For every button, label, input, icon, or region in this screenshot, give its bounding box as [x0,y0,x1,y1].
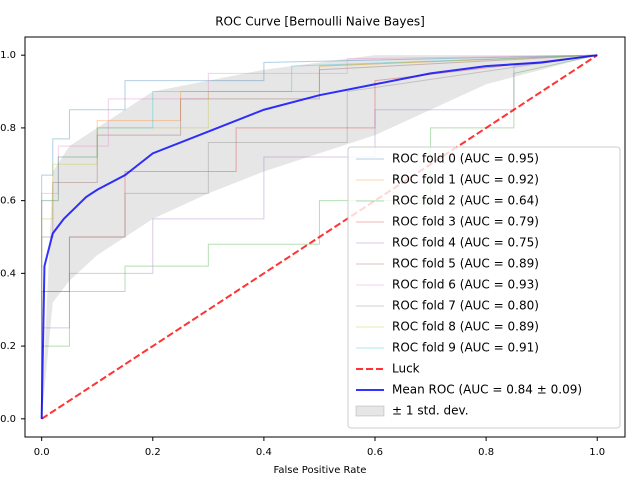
roc-line [41,54,598,419]
legend-label: ROC fold 8 (AUC = 0.89) [392,320,539,334]
legend-label: ROC fold 2 (AUC = 0.64) [392,194,539,208]
plot-frame [24,36,626,438]
x-tick-label: 0.4 [256,447,272,458]
legend-label: ROC fold 3 (AUC = 0.79) [392,215,539,229]
roc-line [41,54,598,420]
x-tick-label: 0.8 [478,447,494,458]
roc-line [41,54,598,419]
legend-label: ROC fold 6 (AUC = 0.93) [392,278,539,292]
chart-title: ROC Curve [Bernoulli Naive Bayes] [215,15,425,29]
roc-line [41,54,598,419]
y-tick-label: 0.2 [0,341,16,352]
legend-box [347,146,621,429]
x-tick-label: 0.2 [145,447,161,458]
legend-label: ROC fold 9 (AUC = 0.91) [392,341,539,355]
roc-line [41,54,598,419]
y-tick-label: 1.0 [0,50,16,61]
legend-label: ROC fold 5 (AUC = 0.89) [392,257,539,271]
legend-label: ROC fold 4 (AUC = 0.75) [392,236,539,250]
legend-label: Mean ROC (AUC = 0.84 ± 0.09) [392,383,582,397]
y-tick-label: 0.8 [0,123,16,134]
x-tick-label: 1.0 [589,447,605,458]
legend-label: ROC fold 7 (AUC = 0.80) [392,299,539,313]
x-tick-label: 0.0 [34,447,50,458]
roc-line [41,54,598,419]
roc-line [40,54,598,419]
y-tick-label: 0.0 [0,414,16,425]
legend-label: Luck [392,362,420,376]
legend-label: ± 1 std. dev. [392,404,469,418]
roc-line [41,54,598,419]
legend-label: ROC fold 1 (AUC = 0.92) [392,173,539,187]
roc-line [41,54,598,419]
y-tick-label: 0.6 [0,196,16,207]
legend-swatch [355,405,385,417]
x-axis-label: False Positive Rate [274,465,367,476]
legend-label: ROC fold 0 (AUC = 0.95) [392,152,539,166]
x-tick-label: 0.6 [367,447,383,458]
roc-line [41,54,598,419]
std-band [41,55,598,419]
y-tick-label: 0.4 [0,268,16,279]
